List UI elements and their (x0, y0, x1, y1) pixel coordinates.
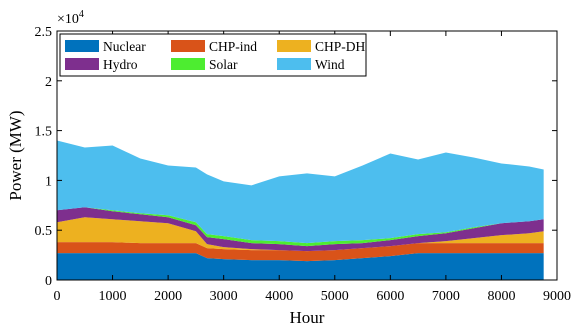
legend-label: Nuclear (103, 39, 146, 54)
area-hydro (57, 207, 544, 252)
legend-swatch (65, 40, 99, 52)
x-tick-label: 8000 (487, 289, 515, 304)
y-tick-label: 1 (45, 174, 52, 189)
plot-frame (56, 30, 558, 281)
legend-swatch (65, 58, 99, 70)
x-tick-label: 0 (54, 289, 61, 304)
legend-label: Wind (315, 57, 345, 72)
y-tick-label: 1.5 (35, 125, 53, 140)
legend-label: Hydro (103, 57, 138, 72)
x-axis-ticks: 0 1000 2000 3000 4000 5000 6000 7000 8000 9000 (54, 31, 571, 304)
x-tick-label: 5000 (321, 289, 349, 304)
legend: Nuclear CHP-ind CHP-DH Hydro Solar Wind (59, 33, 367, 77)
area-series-group (57, 140, 544, 280)
x-tick-label: 6000 (376, 289, 404, 304)
legend-swatch (277, 40, 311, 52)
x-tick-label: 9000 (543, 289, 571, 304)
y-axis-label: Power (MW) (6, 110, 25, 200)
area-chp-dh (57, 217, 544, 252)
legend-box (59, 33, 367, 77)
y-axis-ticks: 0 0.5 1 1.5 2 2.5 (35, 25, 557, 289)
y-tick-label: 2 (45, 75, 52, 90)
x-tick-label: 7000 (432, 289, 460, 304)
y-axis-multiplier: ×104 (57, 9, 84, 27)
x-tick-label: 1000 (99, 289, 127, 304)
legend-label: Solar (209, 57, 238, 72)
x-tick-label: 2000 (154, 289, 182, 304)
legend-swatch (171, 40, 205, 52)
x-axis-label: Hour (290, 308, 325, 326)
x-tick-label: 3000 (210, 289, 238, 304)
y-tick-label: 2.5 (35, 25, 53, 40)
legend-swatch (171, 58, 205, 70)
y-tick-label: 0.5 (35, 224, 53, 239)
y-tick-label: 0 (45, 274, 52, 289)
area-chp-ind (57, 242, 544, 262)
legend-label: CHP-ind (209, 39, 257, 54)
area-wind (57, 140, 544, 244)
legend-label: CHP-DH (315, 39, 366, 54)
x-tick-label: 4000 (265, 289, 293, 304)
legend-swatch (277, 58, 311, 70)
area-nuclear (57, 253, 544, 280)
